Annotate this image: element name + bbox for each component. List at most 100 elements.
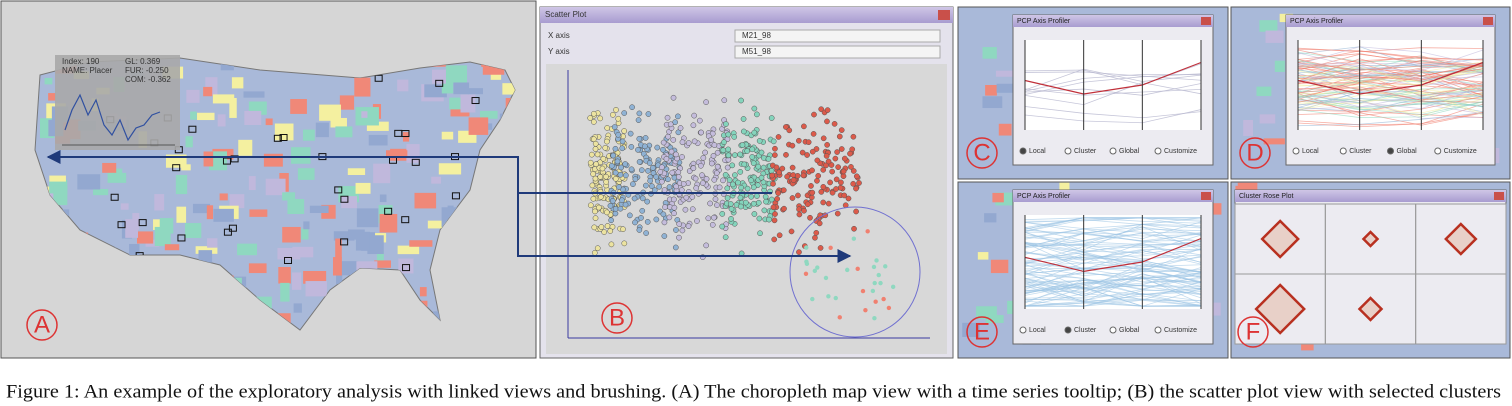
scatter-point — [850, 133, 857, 140]
lens-point — [837, 315, 842, 320]
county-patch — [445, 65, 468, 84]
pcp-line — [1024, 264, 1202, 276]
pcp-line — [1024, 242, 1202, 265]
axis-selector-label: X axis — [548, 31, 570, 40]
selected-county — [401, 216, 410, 224]
scatter-point — [725, 146, 732, 153]
pcp-line — [1024, 273, 1202, 292]
radio-button[interactable] — [1292, 147, 1300, 155]
radio-button[interactable] — [1064, 147, 1072, 155]
close-button[interactable] — [1494, 192, 1504, 200]
pcp-line — [1297, 46, 1484, 67]
radio-button[interactable] — [1019, 326, 1027, 334]
scatter-point — [751, 211, 758, 217]
selected-county — [394, 129, 403, 137]
scatter-point — [636, 110, 643, 117]
county-patch — [1256, 86, 1272, 97]
scatter-point — [690, 165, 697, 172]
selected-county — [340, 195, 349, 203]
tooltip-text: FUR: -0.250 — [125, 66, 169, 75]
scatter-point — [660, 211, 667, 218]
scatter-point — [820, 135, 827, 142]
close-button[interactable] — [938, 10, 950, 20]
scatter-point — [708, 160, 715, 167]
close-button[interactable] — [1483, 17, 1493, 25]
scatter-point — [799, 149, 806, 156]
scatter-point — [696, 117, 703, 124]
radio-button[interactable] — [1064, 326, 1072, 334]
scatter-point — [810, 131, 817, 137]
lens-point — [851, 236, 857, 241]
scatter-point — [757, 230, 763, 237]
title-bar — [1286, 15, 1495, 27]
radio-button[interactable] — [1154, 326, 1162, 334]
radio-button[interactable] — [1339, 147, 1347, 155]
scatter-point — [801, 207, 807, 214]
scatter-point — [673, 151, 679, 158]
lens-point — [812, 268, 818, 274]
close-button[interactable] — [1201, 192, 1211, 200]
panel-label: A — [34, 311, 50, 338]
scatter-point — [689, 194, 696, 200]
radio-button[interactable] — [1387, 147, 1394, 155]
scatter-point — [825, 200, 832, 207]
scatter-point — [590, 119, 597, 125]
scatter-point — [587, 202, 594, 209]
panel-label: F — [1246, 318, 1261, 345]
scatter-point — [592, 140, 599, 147]
scatter-point — [644, 219, 651, 225]
radio-button[interactable] — [1109, 326, 1117, 334]
panel-label: C — [973, 139, 990, 166]
pcp-line — [1297, 85, 1484, 103]
county-patch — [335, 126, 353, 138]
radio-button[interactable] — [1154, 147, 1162, 155]
pcp-line — [1297, 63, 1484, 74]
pcp-line — [1024, 226, 1202, 245]
scatter-point — [721, 97, 728, 104]
county-patch — [376, 250, 384, 267]
scatter-point — [808, 183, 814, 189]
scatter-point — [592, 215, 599, 222]
profiler-panel: Cluster Rose Plot F — [1230, 181, 1511, 359]
scatter-point — [726, 177, 733, 183]
lens-point — [826, 294, 831, 299]
scatter-point — [710, 152, 717, 159]
scatter-point — [824, 107, 831, 113]
radio-button[interactable] — [1434, 147, 1442, 155]
scatter-point — [771, 217, 778, 224]
close-button[interactable] — [1201, 17, 1211, 25]
scatter-point — [699, 180, 706, 186]
scatter-point — [661, 187, 668, 193]
scatter-point — [668, 148, 675, 155]
scatter-point — [720, 177, 726, 184]
scatter-point — [699, 172, 705, 179]
scatter-point — [615, 131, 622, 138]
pcp-line — [1297, 63, 1484, 88]
scatter-point — [601, 229, 607, 235]
county-patch — [977, 252, 989, 260]
scatter-point — [653, 174, 659, 180]
scatter-point — [735, 179, 741, 186]
county-patch — [102, 162, 117, 173]
radio-button[interactable] — [1019, 147, 1027, 155]
scatter-point — [623, 172, 629, 179]
scatter-point — [816, 220, 823, 227]
scatter-point — [809, 148, 816, 155]
county-patch — [309, 205, 329, 214]
scatter-point — [835, 164, 842, 170]
county-patch — [49, 175, 66, 182]
radio-button[interactable] — [1109, 147, 1117, 155]
scatter-point — [617, 171, 624, 178]
county-patch — [263, 153, 283, 167]
y-axis-dropdown[interactable] — [734, 45, 941, 59]
title-bar — [1235, 190, 1506, 202]
pcp-line — [1024, 73, 1202, 92]
scatter-point — [588, 151, 595, 158]
scatter-point — [838, 179, 844, 186]
pcp-line — [1297, 58, 1484, 83]
scatter-point — [661, 233, 668, 239]
pcp-line — [1024, 281, 1202, 301]
scatter-point — [856, 180, 862, 186]
x-axis-dropdown[interactable] — [734, 29, 941, 43]
scatter-points — [587, 94, 896, 321]
